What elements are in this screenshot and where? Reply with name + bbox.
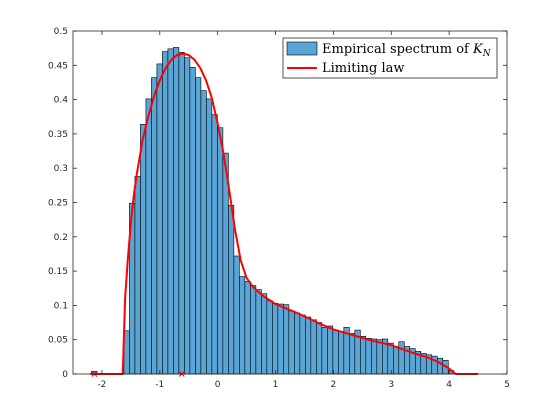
histogram-bar <box>360 335 367 375</box>
histogram-bar <box>184 57 191 375</box>
legend-swatch-histogram <box>286 41 318 56</box>
histogram-bar <box>387 342 394 375</box>
axes: -2 -1 0 1 2 3 4 5 0 0.05 0.1 0.15 0.2 0.25 0.3 0.35 0.4 0… <box>48 27 510 390</box>
x-tick-label: -1 <box>155 380 164 390</box>
histogram-bar <box>436 357 444 375</box>
x-tick-label: 2 <box>331 380 337 390</box>
histogram-bar <box>239 276 246 375</box>
histogram-bar <box>288 310 295 375</box>
histogram-bar <box>222 152 229 375</box>
y-tick-label: 0.15 <box>48 267 68 277</box>
histogram-bar <box>365 338 372 375</box>
histogram-bar <box>211 114 218 375</box>
histogram-bar <box>145 98 152 375</box>
legend-label-curve: Limiting law <box>322 61 405 76</box>
legend-label-histogram-text: Empirical spectrum of <box>322 42 470 57</box>
x-tick-label: 1 <box>273 380 279 390</box>
histogram-bar <box>338 331 345 375</box>
histogram-bar <box>398 341 405 375</box>
histogram-bar <box>370 338 378 375</box>
histogram-bar <box>250 285 257 375</box>
histogram-bar <box>156 63 163 375</box>
histogram-bar <box>228 204 235 375</box>
y-tick-label: 0.25 <box>48 199 68 209</box>
legend-box <box>282 37 498 79</box>
legend-label-histogram-subscript: N <box>482 49 492 59</box>
histogram-bar <box>349 333 356 375</box>
y-tick-label: 0.35 <box>48 130 68 140</box>
histogram-bar <box>134 176 141 375</box>
histogram-bar <box>332 329 339 375</box>
histogram-bar <box>206 98 213 375</box>
histogram-bar <box>327 325 334 375</box>
histogram-bar <box>376 339 383 375</box>
legend: Empirical spectrum of KN Limiting law <box>282 37 498 79</box>
limiting-curve-layer <box>90 52 479 375</box>
histogram-bar <box>392 346 400 375</box>
histogram-bar <box>244 281 251 375</box>
histogram-bar <box>178 51 185 375</box>
x-tick-label: 5 <box>504 380 510 390</box>
x-tick-label: 0 <box>215 380 221 390</box>
histogram-bar <box>272 303 279 375</box>
legend-label-histogram-math: K <box>472 42 484 57</box>
histogram-bar <box>321 327 328 375</box>
y-tick-label: 0.5 <box>54 27 68 37</box>
y-tick-label: 0.3 <box>54 164 68 174</box>
histogram-bar <box>140 124 147 375</box>
histogram-bar <box>195 77 202 375</box>
histogram-bar <box>217 127 224 375</box>
x-tick-label: 3 <box>388 380 394 390</box>
y-tick-label: 0.4 <box>54 96 69 106</box>
histogram-bar <box>277 303 284 375</box>
histogram-bar <box>294 312 301 375</box>
histogram-bar <box>233 255 240 375</box>
histogram-bar <box>261 293 268 375</box>
histogram-bar <box>173 47 180 375</box>
histogram-bar <box>310 319 317 375</box>
y-tick-label: 0.45 <box>48 61 68 71</box>
x-tick-label: -2 <box>97 380 106 390</box>
y-tick-label: 0.1 <box>54 301 68 311</box>
histogram-bar <box>316 322 323 375</box>
y-tick-label: 0 <box>62 370 68 380</box>
histogram-bar <box>167 48 174 375</box>
y-tick-label: 0.05 <box>48 336 68 346</box>
legend-label-histogram: Empirical spectrum of KN <box>322 42 492 59</box>
limiting-law-curve <box>90 52 479 375</box>
histogram-bar <box>200 90 207 375</box>
histogram-bar <box>189 67 196 375</box>
histogram-bar <box>162 51 169 375</box>
histogram-bar <box>266 300 273 375</box>
histogram-bar <box>151 77 158 375</box>
histogram-bar <box>255 289 262 375</box>
histogram-bar <box>299 314 306 375</box>
y-tick-label: 0.2 <box>54 233 68 243</box>
x-tick-label: 4 <box>446 380 452 390</box>
histogram-bar <box>283 304 290 375</box>
histogram-bar <box>305 316 312 375</box>
